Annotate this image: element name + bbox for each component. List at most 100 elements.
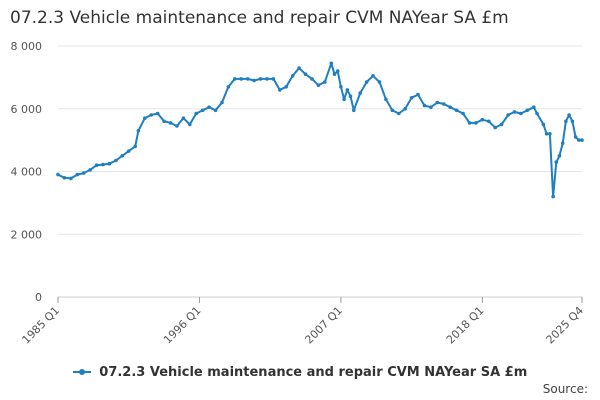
data-point xyxy=(258,77,263,81)
data-point xyxy=(557,154,562,158)
data-point xyxy=(580,138,584,142)
x-tick-label: 2025 Q4 xyxy=(544,304,587,347)
data-point xyxy=(371,74,375,78)
data-point xyxy=(525,108,530,113)
data-point xyxy=(429,105,433,109)
data-point xyxy=(175,124,179,128)
data-point xyxy=(499,122,504,127)
data-point xyxy=(62,176,67,180)
data-point xyxy=(126,149,131,153)
data-point xyxy=(493,125,498,130)
data-point xyxy=(544,132,549,136)
data-point xyxy=(535,111,539,116)
data-point xyxy=(454,108,459,113)
data-point xyxy=(297,66,301,70)
data-point xyxy=(577,138,581,142)
data-point xyxy=(364,80,369,84)
data-point xyxy=(94,163,99,167)
data-point xyxy=(245,77,250,81)
chart-title: 07.2.3 Vehicle maintenance and repair CV… xyxy=(10,8,509,28)
data-point xyxy=(133,144,137,149)
y-tick-label: 8 000 xyxy=(11,40,43,53)
data-point xyxy=(233,77,237,81)
data-point xyxy=(143,116,147,120)
data-point xyxy=(226,85,231,89)
data-point xyxy=(512,110,517,114)
data-point xyxy=(384,97,388,102)
data-point xyxy=(284,85,289,89)
data-point xyxy=(506,113,510,117)
data-point xyxy=(56,172,60,177)
data-point xyxy=(403,107,408,111)
data-point xyxy=(377,80,382,84)
data-point xyxy=(548,132,552,136)
data-point xyxy=(107,161,112,166)
data-point xyxy=(541,122,546,127)
data-point xyxy=(467,121,472,125)
legend-line-marker-icon xyxy=(72,368,91,375)
data-point xyxy=(329,61,334,66)
data-point xyxy=(480,117,485,122)
data-point xyxy=(69,176,73,181)
x-tick-label: 1985 Q1 xyxy=(20,304,63,347)
data-point xyxy=(188,122,192,127)
data-point xyxy=(332,72,337,76)
data-point xyxy=(390,108,395,113)
data-point xyxy=(519,111,523,116)
data-point xyxy=(252,78,256,83)
data-point xyxy=(409,96,414,100)
data-point xyxy=(564,119,568,124)
data-point xyxy=(265,77,269,81)
data-point xyxy=(155,111,160,116)
data-point xyxy=(397,111,401,116)
data-point xyxy=(310,77,314,81)
data-point xyxy=(168,121,173,125)
data-point xyxy=(271,77,276,81)
data-point xyxy=(560,141,565,146)
data-point xyxy=(416,92,420,97)
data-point xyxy=(435,100,440,105)
data-point xyxy=(570,119,575,124)
data-point xyxy=(474,121,478,125)
data-point xyxy=(136,128,141,133)
data-point xyxy=(352,108,356,113)
y-tick-label: 0 xyxy=(35,291,42,304)
x-tick-label: 1996 Q1 xyxy=(161,304,204,347)
data-point xyxy=(81,171,86,175)
data-point xyxy=(339,85,343,89)
data-point xyxy=(342,97,346,102)
data-point xyxy=(358,91,363,95)
data-point xyxy=(200,108,205,113)
data-point xyxy=(335,69,340,73)
data-point xyxy=(213,108,218,113)
data-point xyxy=(487,119,491,124)
data-point xyxy=(75,172,80,177)
data-point xyxy=(448,105,453,109)
data-point xyxy=(278,88,282,92)
data-point xyxy=(345,88,350,92)
series-line xyxy=(57,62,582,198)
y-tick-label: 4 000 xyxy=(11,166,43,179)
data-point xyxy=(554,160,559,164)
data-point xyxy=(573,135,578,139)
data-point xyxy=(551,194,555,199)
data-point xyxy=(101,162,105,167)
data-point xyxy=(220,100,224,105)
data-point xyxy=(149,113,153,117)
data-point xyxy=(239,77,243,81)
data-point xyxy=(181,116,186,120)
data-point xyxy=(422,103,427,108)
data-point xyxy=(442,102,446,106)
x-tick-label: 2007 Q1 xyxy=(302,304,345,347)
x-tick-label: 2018 Q1 xyxy=(444,304,487,347)
data-point xyxy=(88,168,92,172)
data-point xyxy=(114,158,118,163)
data-point xyxy=(567,113,571,117)
data-point xyxy=(207,105,211,109)
source-label: Source: xyxy=(542,382,588,396)
legend-label: 07.2.3 Vehicle maintenance and repair CV… xyxy=(99,365,528,380)
legend[interactable]: 07.2.3 Vehicle maintenance and repair CV… xyxy=(0,365,600,380)
data-point xyxy=(348,94,353,98)
data-point xyxy=(303,72,308,76)
data-point xyxy=(290,74,295,78)
